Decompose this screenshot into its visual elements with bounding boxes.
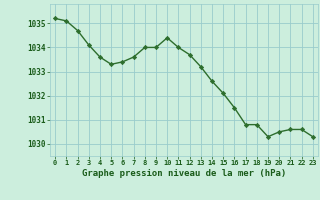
X-axis label: Graphe pression niveau de la mer (hPa): Graphe pression niveau de la mer (hPa): [82, 169, 286, 178]
